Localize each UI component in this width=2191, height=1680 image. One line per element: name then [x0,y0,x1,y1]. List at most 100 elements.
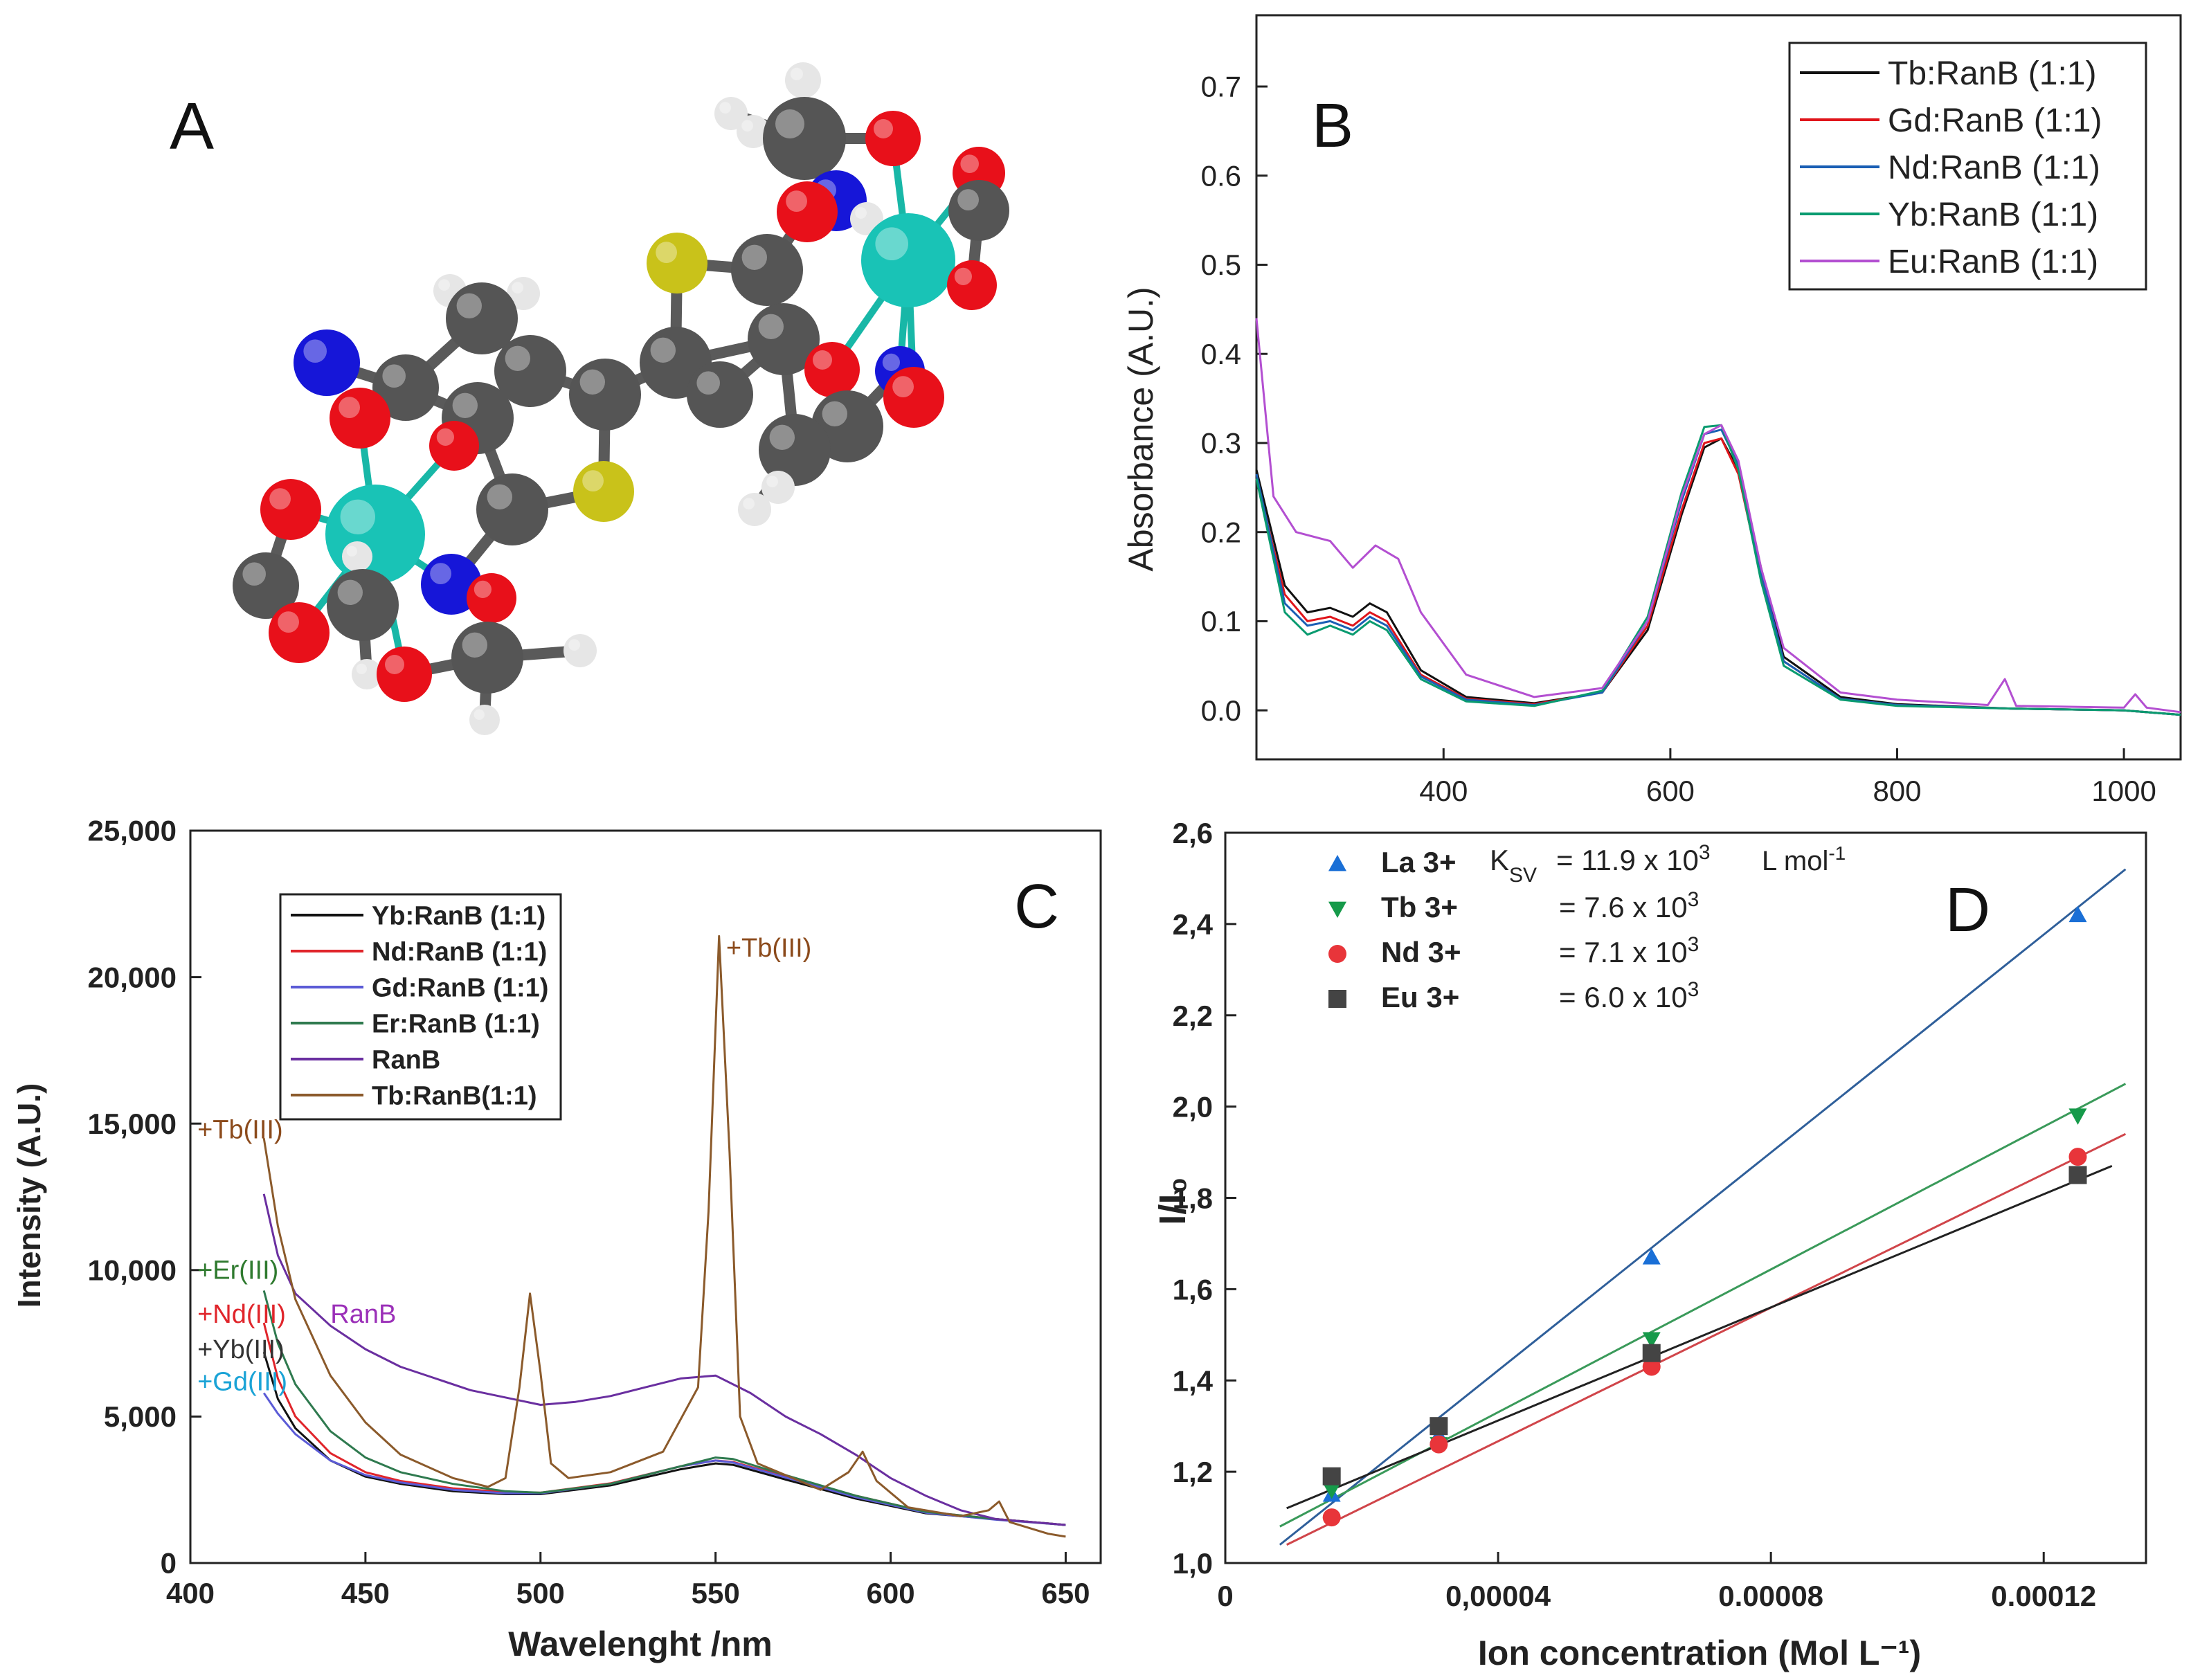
oxygen-atom [865,111,921,166]
x-tick-label: 0 [1217,1580,1233,1612]
series-er-ranb-1-1 [262,1290,1066,1526]
atom-highlight [769,424,795,450]
x-tick-label: 600 [866,1577,914,1609]
ksv-value: = 11.9 x 103 [1556,841,1711,877]
carbon-atom [687,361,753,428]
atom-highlight [337,579,363,605]
panel-label-a: A [170,89,214,163]
atom-sphere [573,461,634,522]
atom-highlight [960,154,979,173]
stern-volmer-chart: D I/I₀ Ion concentration (Mol L⁻¹) 0 0,00… [1152,817,2147,1672]
y-tick-label: 20,000 [88,961,177,993]
atom-sphere [446,282,518,354]
legend-marker-tb-3 [1328,901,1346,918]
oxygen-atom [804,342,860,397]
atom-sphere [563,634,597,667]
legend-label: Nd:RanB (1:1) [1888,150,2100,186]
x-tick-label: 400 [1419,775,1468,807]
hydrogen-atom [785,62,821,98]
atom-sphere [687,361,753,428]
atom-sphere [569,359,641,431]
atom-highlight [874,119,893,138]
y-tick-label: 0.6 [1201,159,1241,192]
x-tick-label: 1000 [2091,775,2156,807]
atom-highlight [487,484,512,509]
oxygen-atom [947,260,997,310]
y-tick-label: 25,000 [88,815,177,847]
ksv-header: KSV [1490,844,1537,887]
oxygen-atom [467,573,516,623]
y-tick-label: 1,0 [1173,1547,1213,1580]
atom-sphere [763,97,846,180]
metal-atom [325,485,425,584]
atom-sphere [294,329,360,396]
atom-sphere [325,485,425,584]
atom-highlight [512,282,523,293]
ksv-unit: L mol-1 [1762,842,1846,877]
x-tick-label: 650 [1041,1577,1090,1609]
oxygen-atom [883,367,944,428]
annotation-gd-iii: +Gd(III) [197,1367,287,1396]
legend: Tb:RanB (1:1) Gd:RanB (1:1) Nd:RanB (1:1) Y… [1788,42,2147,291]
atom-highlight [356,663,367,674]
legend: KSV L mol-1 = 11.9 x 103 La 3+ Tb 3+ = 7.6 x … [1328,841,1846,1013]
hydrogen-atom [737,115,770,148]
series-gd-ranb-1-1 [1255,437,2181,716]
data-points [1322,905,2087,1527]
y-axis-label: Intensity (A.U.) [11,1083,47,1308]
x-tick-label: 450 [341,1577,390,1609]
carbon-atom [759,414,831,486]
y-tick-label: 1,8 [1173,1182,1213,1215]
atom-sphere [429,421,479,471]
atom-sphere [352,659,382,689]
point-nd-3 [1322,1508,1341,1527]
carbon-atom [446,282,518,354]
x-tick-label: 800 [1873,775,1921,807]
atom-sphere [233,552,299,619]
legend-label: Nd 3+ [1381,936,1461,968]
atom-highlight [303,339,327,363]
y-axis-label: Absorbance (A.U.) [1121,287,1160,571]
atom-highlight [882,353,900,371]
atom-sphere [260,479,321,540]
legend-label: RanB [372,1045,440,1074]
y-tick-label: 10,000 [88,1254,177,1287]
annotations: +Tb(III) +Tb(III) +Er(III) RanB +Nd(III) +Yb(… [197,934,811,1396]
carbon-atom [748,303,820,375]
point-la-3 [2068,905,2087,923]
atom-sphere [731,234,803,306]
atom-highlight [339,397,360,418]
legend-label: Tb:RanB(1:1) [372,1081,537,1110]
atom-sphere [507,277,540,310]
atom-highlight [743,498,755,509]
atom-highlight [579,369,605,395]
atom-highlight [456,293,482,318]
atom-highlight [382,364,406,388]
x-tick-label: 500 [516,1577,565,1609]
atom-sphere [476,473,548,545]
series-tb-ranb-1-1 [1255,437,2181,716]
y-tick-label: 2,2 [1173,1000,1213,1032]
series-nd-ranb-1-1 [262,1322,1066,1526]
carbon-atom [451,622,523,694]
point-la-3 [1642,1248,1661,1265]
fit-line-tb-3 [1279,1083,2127,1528]
atom-highlight [656,242,677,263]
oxygen-atom [777,181,838,242]
y-tick-label: 0.3 [1201,427,1241,460]
atom-highlight [650,337,676,363]
y-tick-label: 0.7 [1201,71,1241,103]
legend-box [279,893,562,1121]
carbon-atom [763,97,846,180]
atom-highlight [741,244,768,270]
carbon-atom [327,569,399,641]
x-tick-label: 0.00012 [1991,1580,2096,1612]
atom-sphere [269,602,330,663]
atom-highlight [775,109,804,138]
atom-highlight [242,562,267,586]
atom-highlight [786,190,807,212]
plot-frame [1255,14,2182,761]
x-tick-label: 600 [1646,775,1695,807]
hydrogen-atom [714,97,748,130]
atom-sphere [421,554,482,615]
